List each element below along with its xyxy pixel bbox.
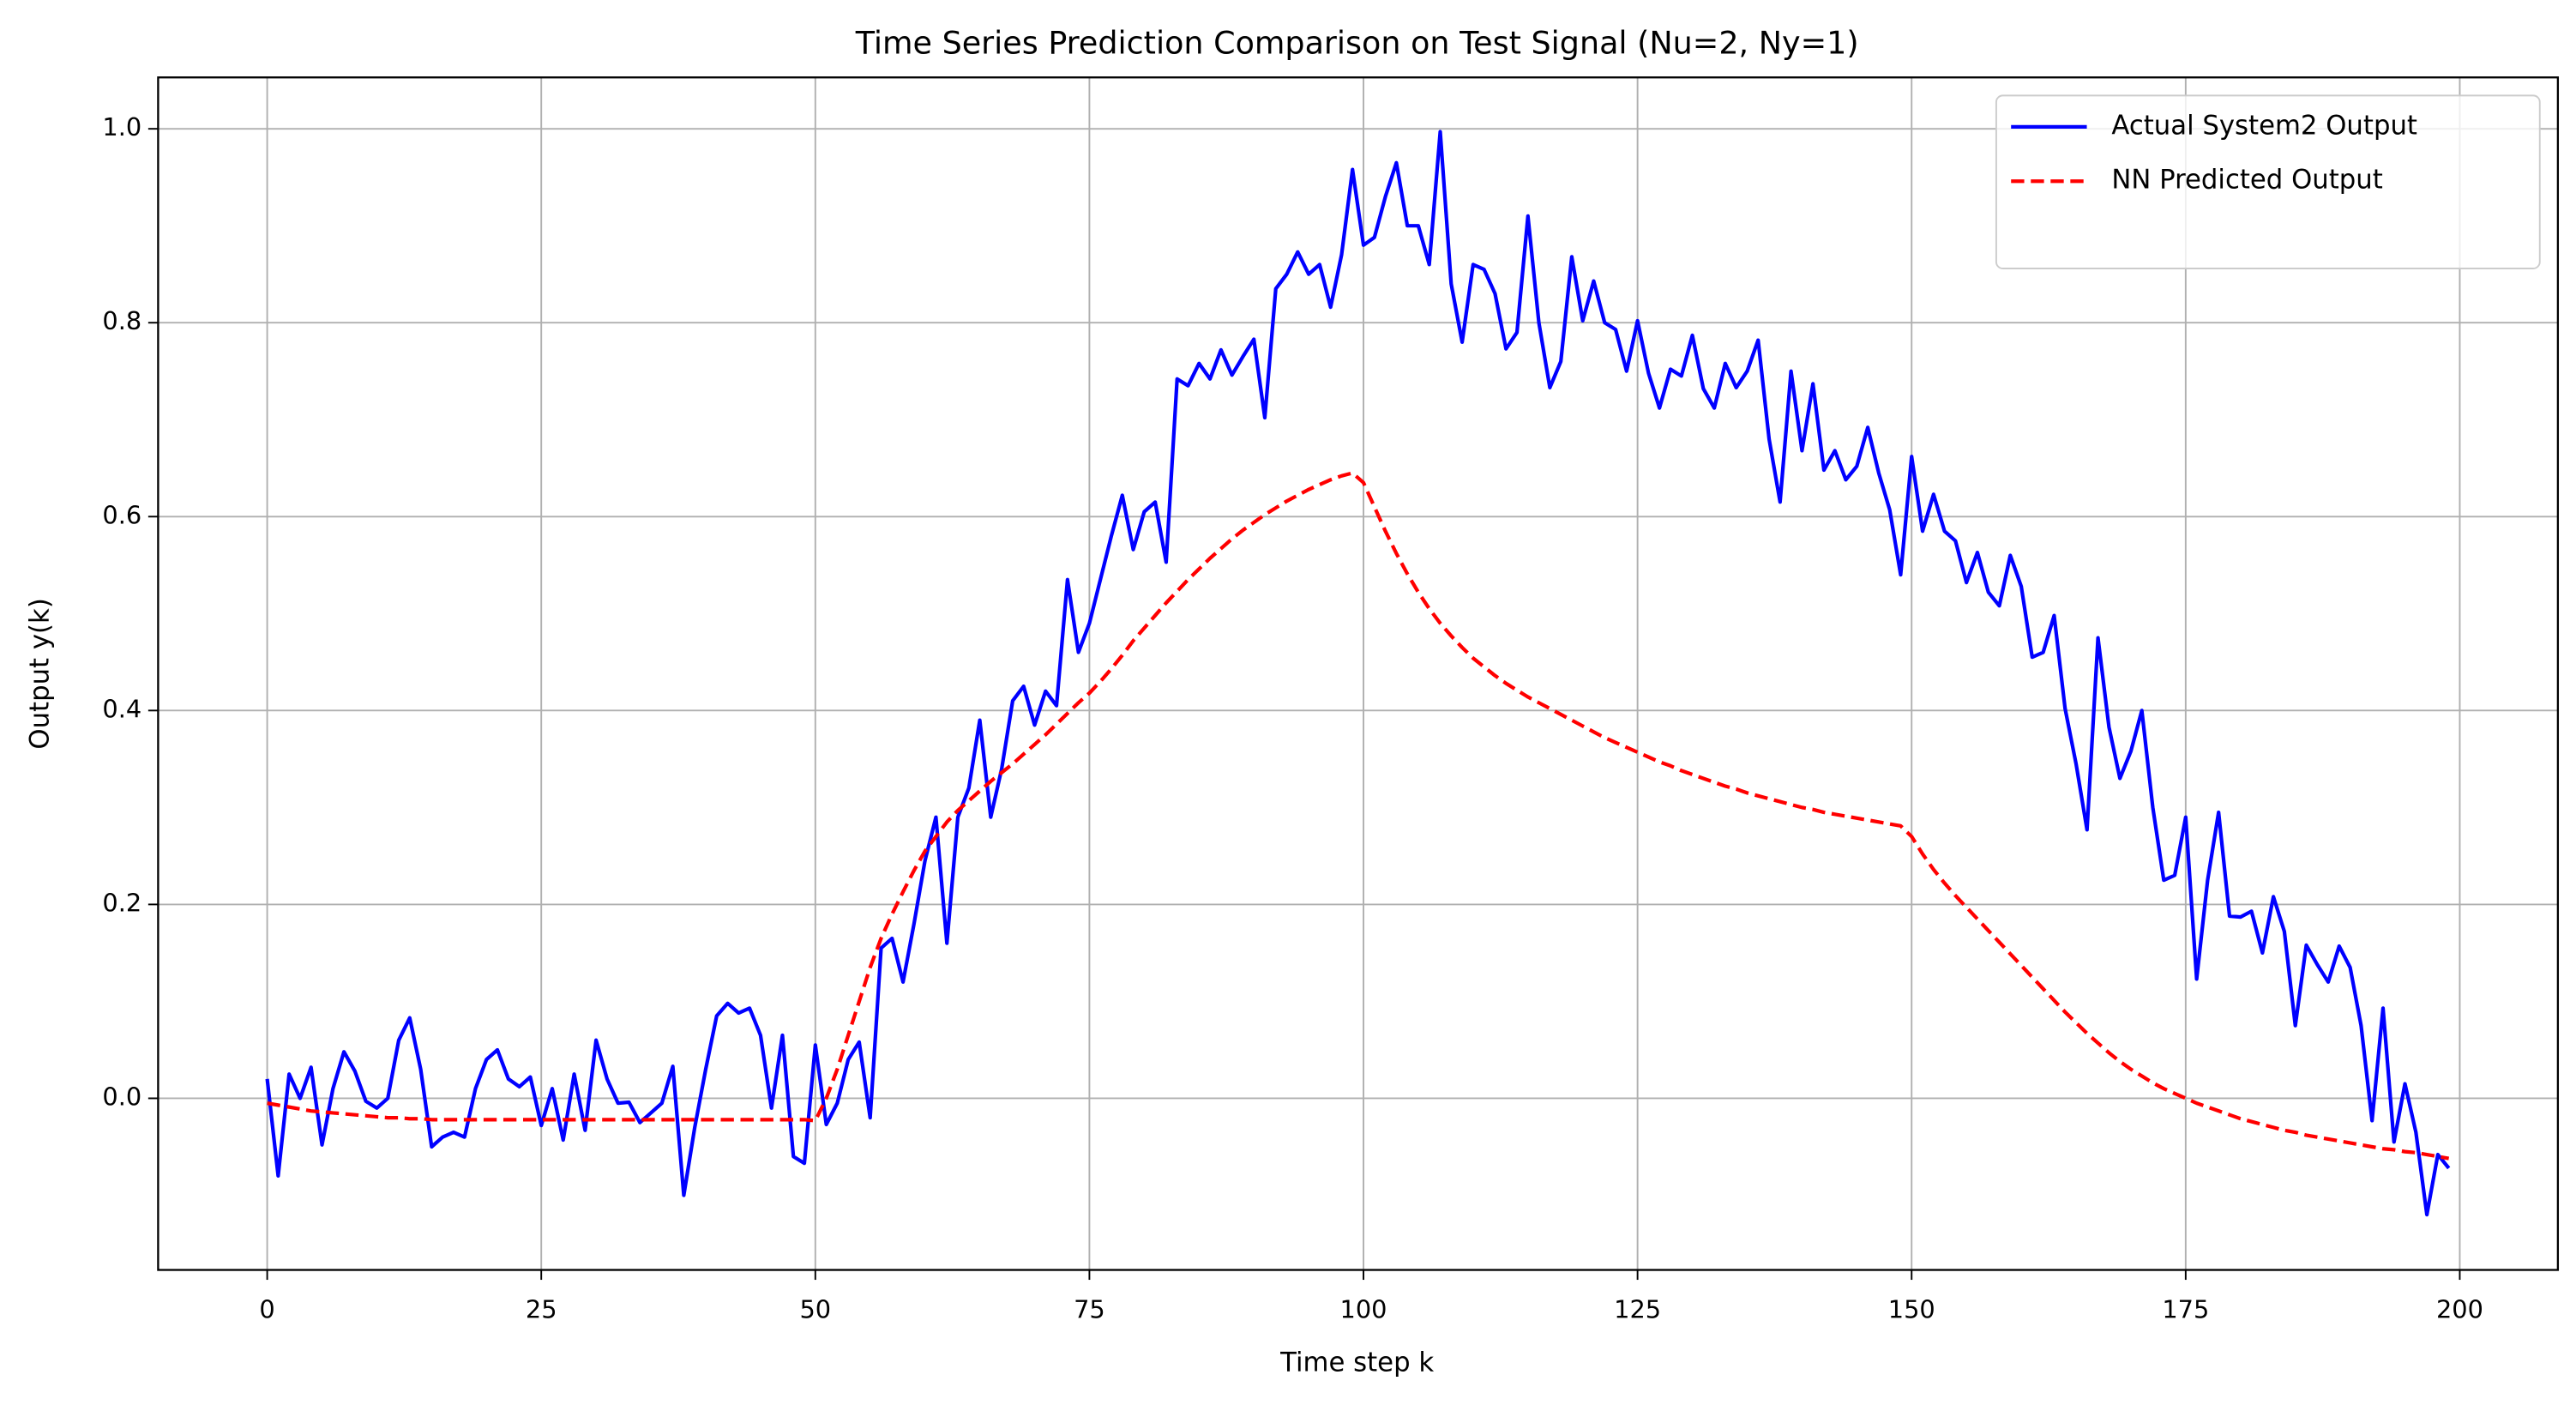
x-tick-label: 25 [526,1295,557,1324]
x-tick-label: 150 [1888,1295,1935,1324]
y-tick-label: 0.6 [102,500,141,529]
x-tick-label: 75 [1074,1295,1105,1324]
x-tick-label: 0 [259,1295,274,1324]
x-tick-label: 100 [1340,1295,1387,1324]
x-tick-label: 175 [2162,1295,2209,1324]
legend-box [1995,94,2541,269]
chart-title: Time Series Prediction Comparison on Tes… [855,24,1859,61]
legend-label: Actual System2 Output [2111,110,2417,141]
series-line [265,130,2451,1217]
y-tick-label: 0.2 [102,888,141,917]
legend-label: NN Predicted Output [2111,165,2382,196]
x-tick-label: 50 [799,1295,831,1324]
legend: Actual System2 Output NN Predicted Output [1995,94,2541,269]
series-line [267,471,2450,1161]
grid [158,77,2558,1270]
x-tick-label: 125 [1614,1295,1661,1324]
x-tick-label: 200 [2436,1295,2483,1324]
y-tick-label: 1.0 [102,112,141,142]
y-tick-label: 0.0 [102,1082,141,1111]
x-axis-label: Time step k [1279,1347,1434,1378]
y-tick-label: 0.4 [102,694,141,723]
y-axis-label: Output y(k) [25,598,56,749]
y-tick-label: 0.8 [102,306,141,335]
plot-frame [157,76,2560,1271]
